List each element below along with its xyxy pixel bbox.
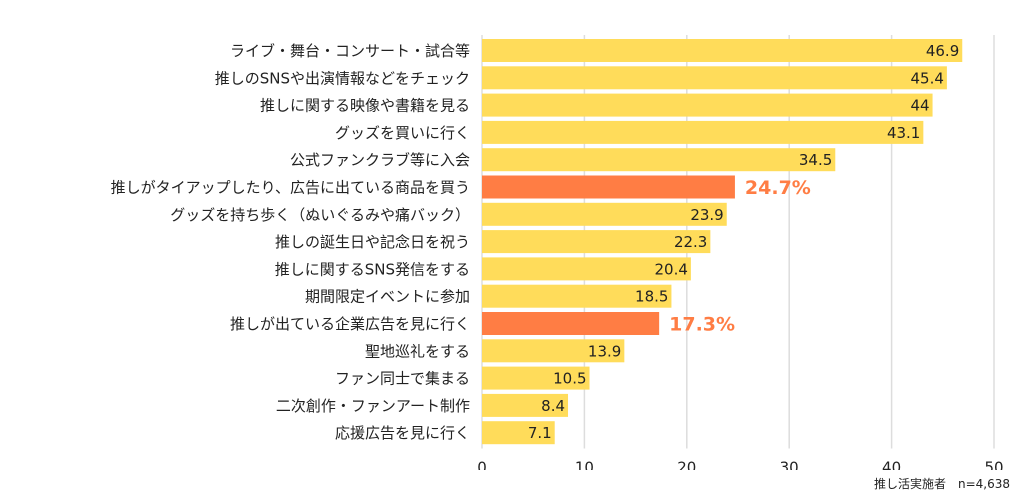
category-label: 推しが出ている企業広告を見に行く	[230, 315, 470, 333]
value-label: 34.5	[799, 151, 832, 169]
category-label: 二次創作・ファンアート制作	[276, 397, 470, 415]
value-label: 24.7%	[745, 177, 811, 199]
bar	[482, 120, 924, 144]
sample-note: 推し活実施者 n=4,638	[873, 477, 1010, 491]
bar	[482, 148, 836, 172]
bar	[482, 312, 660, 335]
value-label: 20.4	[654, 260, 687, 278]
category-label: 推しの誕生日や記念日を祝う	[275, 233, 470, 251]
bar	[482, 284, 672, 308]
bar	[482, 93, 933, 117]
category-label: 推しがタイアップしたり、広告に出ている商品を買う	[111, 179, 470, 197]
value-label: 8.4	[541, 397, 565, 415]
bar	[482, 421, 555, 445]
bar-chart: ライブ・舞台・コンサート・試合等推しのSNSや出演情報などをチェック推しに関する…	[111, 35, 1004, 471]
x-tick-label: 0	[477, 459, 487, 471]
bar	[482, 366, 590, 390]
bars	[482, 39, 963, 445]
x-tick-label: 10	[575, 459, 594, 471]
category-label: 公式ファンクラブ等に入会	[290, 151, 470, 169]
x-tick-label: 50	[984, 459, 1003, 471]
bar	[482, 230, 711, 254]
category-label: グッズを買いに行く	[335, 124, 470, 142]
value-label: 10.5	[553, 370, 586, 388]
value-label: 23.9	[690, 206, 723, 224]
bar	[482, 257, 691, 281]
bar	[482, 39, 963, 62]
x-tick-label: 20	[677, 459, 696, 471]
x-tick-label: 40	[882, 459, 901, 471]
bar	[482, 202, 727, 226]
value-label: 45.4	[910, 69, 943, 87]
category-label: 推しに関する映像や書籍を見る	[260, 97, 470, 115]
category-label: ライブ・舞台・コンサート・試合等	[230, 42, 470, 60]
category-label: 推しのSNSや出演情報などをチェック	[215, 69, 470, 87]
bar	[482, 175, 735, 199]
value-label: 7.1	[528, 424, 552, 442]
category-labels: ライブ・舞台・コンサート・試合等推しのSNSや出演情報などをチェック推しに関する…	[111, 42, 470, 442]
value-label: 17.3%	[669, 314, 735, 336]
category-label: 推しに関するSNS発信をする	[275, 260, 470, 278]
category-label: 聖地巡礼をする	[365, 342, 470, 360]
x-tick-label: 30	[780, 459, 799, 471]
bar	[482, 339, 625, 363]
value-label: 18.5	[635, 288, 668, 306]
category-label: 応援広告を見に行く	[335, 424, 470, 442]
category-label: ファン同士で集まる	[335, 370, 470, 388]
category-label: 期間限定イベントに参加	[305, 288, 470, 306]
bar	[482, 66, 947, 90]
value-label: 22.3	[674, 233, 707, 251]
value-label: 44	[910, 97, 929, 115]
bar	[482, 393, 569, 417]
value-label: 43.1	[887, 124, 920, 142]
value-label: 13.9	[588, 342, 621, 360]
value-labels: 46.945.44443.134.524.7%23.922.320.418.51…	[528, 42, 959, 442]
x-axis-ticks: 0 10 20 30 40 50	[477, 459, 1003, 471]
category-label: グッズを持ち歩く（ぬいぐるみや痛バック）	[170, 206, 470, 224]
value-label: 46.9	[926, 42, 959, 60]
